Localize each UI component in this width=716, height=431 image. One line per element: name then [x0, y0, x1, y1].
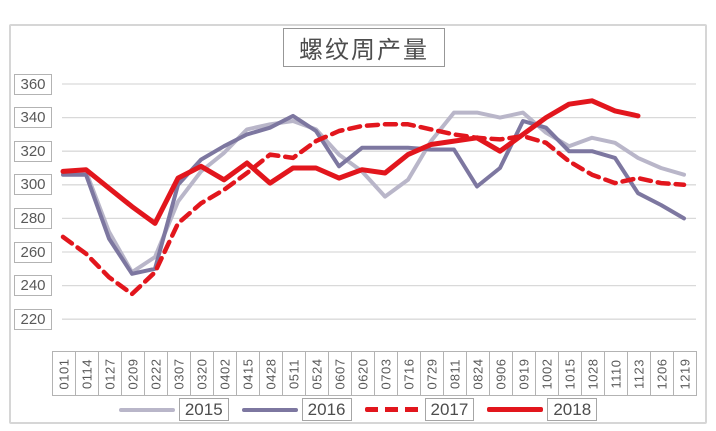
x-tick-label: 0620: [350, 351, 375, 396]
x-tick-label: 0222: [143, 351, 168, 396]
x-tick-label: 0307: [166, 351, 191, 396]
series-line-2017: [60, 122, 687, 297]
y-tick-label: 240: [14, 275, 52, 297]
x-tick-text: 0402: [217, 358, 232, 389]
legend-label: 2017: [424, 398, 475, 421]
x-tick-label: 0127: [97, 351, 122, 396]
x-tick-text: 0524: [309, 358, 324, 389]
x-tick-label: 0703: [373, 351, 398, 396]
x-tick-text: 0222: [148, 358, 163, 389]
y-tick-label: 220: [14, 308, 52, 330]
y-tick-label: 300: [14, 174, 52, 196]
legend-item-2017: 2017: [364, 398, 475, 421]
x-tick-label: 0811: [442, 351, 467, 396]
x-tick-text: 0906: [493, 358, 508, 389]
x-tick-label: 1219: [672, 351, 697, 396]
x-tick-text: 1123: [631, 358, 646, 389]
legend-line-sample: [118, 407, 175, 412]
x-tick-label: 0906: [488, 351, 513, 396]
x-tick-label: 0716: [396, 351, 421, 396]
chart-title: 螺纹周产量: [283, 28, 445, 67]
x-tick-text: 0307: [171, 358, 186, 389]
x-tick-text: 0729: [424, 358, 439, 389]
x-tick-label: 0209: [120, 351, 145, 396]
legend-label: 2015: [178, 398, 229, 421]
x-tick-label: 1110: [603, 351, 628, 396]
x-tick-label: 1123: [626, 351, 651, 396]
x-tick-text: 0415: [240, 358, 255, 389]
x-tick-text: 0824: [470, 358, 485, 389]
x-tick-text: 0127: [102, 358, 117, 389]
x-tick-text: 1015: [562, 358, 577, 389]
legend-item-2015: 2015: [118, 398, 229, 421]
x-tick-label: 0607: [327, 351, 352, 396]
legend-item-2018: 2018: [487, 398, 598, 421]
legend-label: 2018: [547, 398, 598, 421]
x-tick-label: 1206: [649, 351, 674, 396]
legend-item-2016: 2016: [241, 398, 352, 421]
x-tick-label: 0919: [511, 351, 536, 396]
x-tick-label: 0101: [51, 351, 76, 396]
x-tick-label: 0114: [74, 351, 99, 396]
x-tick-label: 0511: [281, 351, 306, 396]
x-tick-text: 1219: [677, 358, 692, 389]
x-tick-label: 1015: [557, 351, 582, 396]
x-tick-text: 0607: [332, 358, 347, 389]
y-tick-label: 280: [14, 207, 52, 229]
legend: 2015 2016 2017 2018: [0, 398, 716, 421]
x-tick-text: 0114: [79, 358, 94, 389]
legend-line-sample: [487, 407, 544, 412]
x-tick-text: 1110: [608, 359, 623, 388]
x-tick-text: 0320: [194, 358, 209, 389]
x-tick-label: 1002: [534, 351, 559, 396]
x-tick-text: 0919: [516, 358, 531, 389]
y-tick-label: 340: [14, 107, 52, 129]
x-tick-text: 0811: [447, 358, 462, 389]
x-tick-text: 0703: [378, 358, 393, 389]
x-tick-text: 1002: [539, 358, 554, 389]
legend-line-sample: [364, 407, 421, 412]
x-tick-text: 0209: [125, 358, 140, 389]
y-tick-label: 360: [14, 73, 52, 95]
legend-label: 2016: [301, 398, 352, 421]
x-tick-text: 1028: [585, 358, 600, 389]
series-line-2016: [61, 113, 686, 276]
x-tick-text: 0428: [263, 358, 278, 389]
x-tick-label: 0729: [419, 351, 444, 396]
x-tick-label: 0524: [304, 351, 329, 396]
x-tick-text: 0620: [355, 358, 370, 389]
x-tick-label: 0415: [235, 351, 260, 396]
series-line-2018: [60, 98, 641, 226]
series-line-2015: [61, 110, 686, 275]
x-tick-text: 0716: [401, 358, 416, 389]
x-tick-text: 0511: [286, 358, 301, 389]
y-tick-label: 260: [14, 241, 52, 263]
y-tick-label: 320: [14, 140, 52, 162]
x-tick-label: 0320: [189, 351, 214, 396]
x-tick-label: 1028: [580, 351, 605, 396]
x-tick-label: 0402: [212, 351, 237, 396]
x-tick-label: 0824: [465, 351, 490, 396]
x-tick-text: 0101: [56, 358, 71, 389]
x-tick-label: 0428: [258, 351, 283, 396]
x-tick-text: 1206: [654, 358, 669, 389]
legend-line-sample: [241, 407, 298, 412]
